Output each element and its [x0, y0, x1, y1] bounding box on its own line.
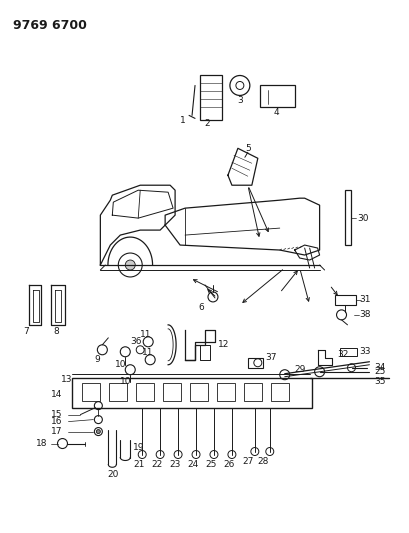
- Text: 3: 3: [236, 96, 242, 105]
- Bar: [243, 383, 261, 401]
- Text: 9: 9: [94, 356, 100, 364]
- Bar: [270, 383, 288, 401]
- Text: 35: 35: [373, 377, 385, 386]
- Bar: [163, 383, 181, 401]
- Circle shape: [209, 450, 218, 458]
- Text: 7: 7: [22, 327, 28, 336]
- Text: 38: 38: [359, 310, 370, 319]
- Bar: [82, 383, 100, 401]
- Text: 25: 25: [205, 460, 216, 469]
- Text: 12: 12: [218, 340, 229, 349]
- Circle shape: [227, 450, 235, 458]
- Text: 5: 5: [245, 144, 250, 153]
- Bar: [259, 85, 294, 108]
- Text: 10: 10: [120, 377, 131, 386]
- Circle shape: [156, 450, 164, 458]
- Text: 29: 29: [294, 365, 306, 374]
- Text: 21: 21: [133, 460, 144, 469]
- Text: 30: 30: [357, 214, 368, 223]
- Text: 15: 15: [50, 410, 62, 419]
- Bar: [334, 295, 355, 305]
- Text: 16: 16: [50, 417, 62, 426]
- Circle shape: [125, 260, 135, 270]
- Text: 6: 6: [198, 303, 203, 312]
- Text: 32: 32: [337, 350, 348, 359]
- Text: 19: 19: [133, 443, 144, 452]
- Bar: [190, 383, 207, 401]
- Text: 36: 36: [130, 337, 142, 346]
- Bar: [136, 383, 154, 401]
- Circle shape: [96, 430, 100, 433]
- Text: 37: 37: [264, 353, 276, 362]
- Bar: [72, 378, 311, 408]
- Text: 23: 23: [169, 460, 180, 469]
- Text: 2: 2: [204, 119, 209, 128]
- Text: 14: 14: [50, 390, 62, 399]
- Text: 10: 10: [115, 360, 126, 369]
- Circle shape: [138, 450, 146, 458]
- Circle shape: [235, 82, 243, 90]
- Text: 13: 13: [61, 375, 72, 384]
- Circle shape: [191, 450, 200, 458]
- Text: 1: 1: [180, 116, 186, 125]
- Bar: [247, 358, 262, 368]
- Text: 18: 18: [36, 439, 47, 448]
- Bar: [216, 383, 234, 401]
- Text: 20: 20: [107, 470, 119, 479]
- Text: 22: 22: [151, 460, 162, 469]
- Text: 17: 17: [50, 427, 62, 436]
- Text: 34: 34: [373, 363, 385, 372]
- Text: 8: 8: [54, 327, 59, 336]
- Circle shape: [174, 450, 182, 458]
- Text: 27: 27: [242, 457, 253, 466]
- Text: 9769 6700: 9769 6700: [13, 19, 86, 31]
- Text: 33: 33: [359, 348, 370, 356]
- Bar: [109, 383, 127, 401]
- Text: 26: 26: [222, 460, 234, 469]
- Text: 25: 25: [373, 367, 385, 376]
- Text: 28: 28: [256, 457, 268, 466]
- Text: 31: 31: [359, 295, 370, 304]
- Bar: [200, 76, 221, 120]
- Text: 11: 11: [140, 330, 151, 340]
- Bar: [344, 190, 350, 245]
- Text: 11: 11: [142, 348, 153, 357]
- Bar: [339, 348, 357, 356]
- Text: 4: 4: [273, 108, 279, 117]
- Text: 24: 24: [187, 460, 198, 469]
